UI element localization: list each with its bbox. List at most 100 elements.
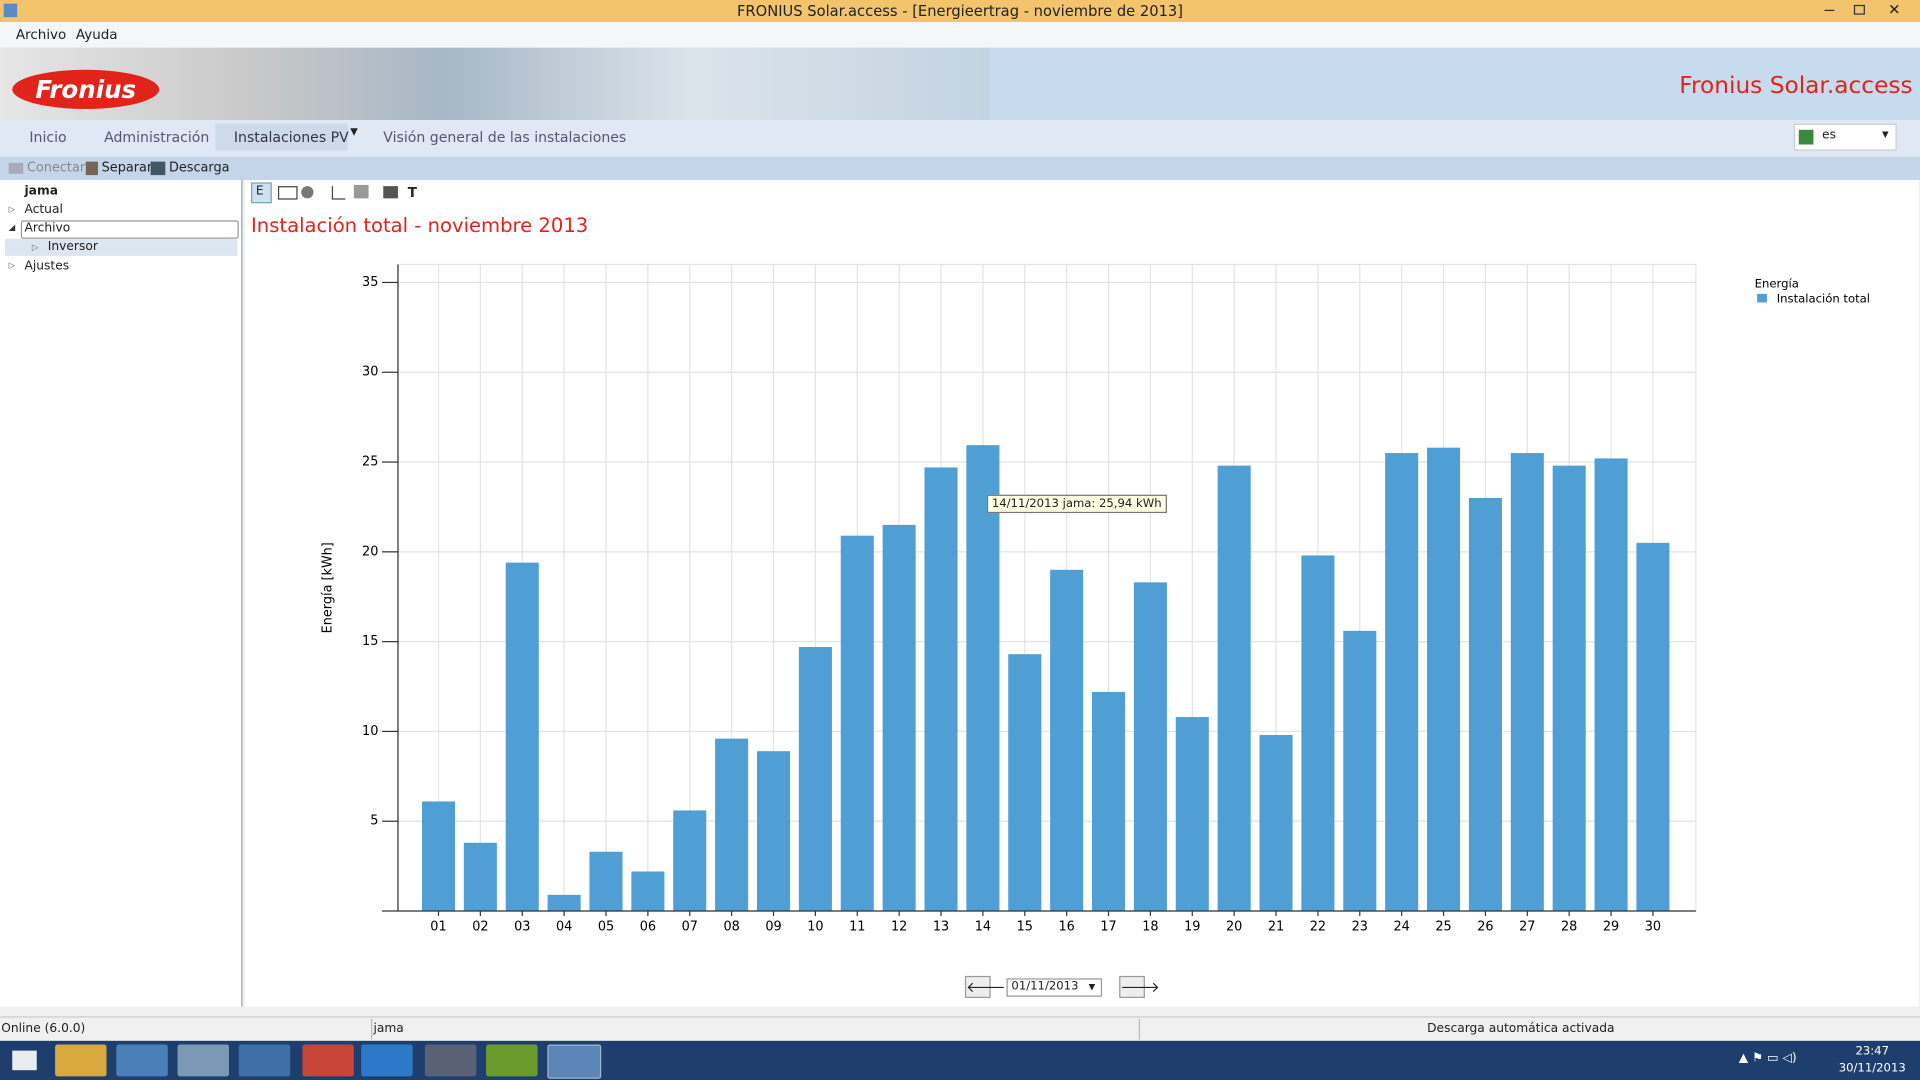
start-button[interactable] [12,1050,37,1071]
energy-button[interactable]: E [251,182,272,204]
tree-expander[interactable]: ▷ [8,260,16,271]
menu-item[interactable]: Archivo [15,26,67,43]
connect-icon [8,162,24,174]
close-button[interactable]: ✕ [1888,1,1901,19]
nav-tab[interactable]: Administración [104,128,210,146]
status-bar: Online (6.0.0) jama Descarga automática … [0,1016,1920,1043]
nav-bar: Inicio Administración Instalaciones PV ▼… [0,120,1920,157]
tree-item[interactable]: Ajustes [24,259,70,274]
x-tick-label: 12 [891,919,907,934]
bar [1468,497,1502,912]
y-tick-label: 30 [362,365,378,380]
taskbar-app[interactable] [302,1044,354,1077]
taskbar-app[interactable] [238,1044,291,1077]
bar [756,751,791,912]
x-tick-label: 25 [1435,919,1451,934]
bar [547,894,581,912]
download-button[interactable]: Descarga [168,160,230,176]
bar [631,871,665,912]
x-tick-label: 23 [1352,919,1368,934]
tree-item[interactable]: Archivo [24,221,71,236]
clock-time: 23:47 [1855,1044,1890,1058]
bar [505,562,539,912]
language-select[interactable]: es ▼ [1793,123,1897,151]
bar [1301,555,1335,912]
tree-expander[interactable]: ▷ [31,242,39,253]
title-bar: FRONIUS Solar.access - [Energieertrag - … [0,0,1920,23]
x-tick-label: 30 [1645,919,1661,934]
x-tick-label: 15 [1017,919,1033,934]
x-tick-label: 29 [1603,919,1619,934]
x-tick-label: 06 [640,919,656,934]
bar [1050,569,1084,912]
nav-tab[interactable]: Visión general de las instalaciones [383,128,627,146]
next-button[interactable]: 🡒 [1119,975,1160,998]
taskbar-app-active[interactable] [547,1044,602,1079]
menu-item[interactable]: Ayuda [75,26,118,43]
legend-label: Instalación total [1777,291,1870,305]
y-axis-label: Energía [kWh] [321,542,336,633]
x-tick-label: 14 [975,919,991,934]
nav-tab[interactable]: Instalaciones PV [233,128,349,146]
x-tick-label: 03 [514,919,530,934]
taskbar-app[interactable] [116,1044,168,1077]
download-icon [150,161,166,176]
x-tick-label: 21 [1268,919,1284,934]
restore-button[interactable] [1853,4,1865,15]
co2-button[interactable] [277,186,298,200]
bar [673,810,707,912]
x-tick-label: 27 [1519,919,1535,934]
kwp-button[interactable] [353,184,369,199]
content-panel: E T Instalación total - noviembre 2013 En… [244,180,1919,1007]
disconnect-button[interactable]: Separar [101,160,153,176]
nav-dropdown-arrow[interactable]: ▼ [350,126,358,138]
x-tick-label: 22 [1310,919,1326,934]
status-system: jama [373,1022,404,1036]
dropdown-arrow: ▼ [1882,129,1889,140]
bar [840,535,874,912]
tree-expander[interactable]: ◢ [8,222,16,233]
taskbar-app[interactable] [55,1044,107,1077]
connect-button[interactable]: Conectar [26,160,86,176]
nav-tab[interactable]: Inicio [29,128,67,146]
x-tick-label: 13 [933,919,949,934]
x-tick-label: 10 [807,919,823,934]
tree-root[interactable]: jama [24,184,58,199]
x-tick-label: 01 [430,919,446,934]
taskbar-app[interactable] [177,1044,229,1077]
app-icon [3,3,18,18]
dropdown-arrow: ▼ [1088,982,1096,992]
bar [1008,654,1042,912]
taskbar-app[interactable] [424,1044,477,1077]
x-tick-label: 08 [723,919,739,934]
tree-item[interactable]: Inversor [47,240,98,254]
tree-panel: jama ▷ Actual ◢ Archivo ▷ Inversor ▷ Aju… [0,180,243,1007]
tree-expander[interactable]: ▷ [8,204,16,215]
chart-title: Instalación total - noviembre 2013 [251,214,588,237]
bar [1510,453,1544,912]
brand-title: Fronius Solar.access [1679,72,1913,100]
previous-button[interactable]: 🡐 [964,975,1006,998]
y-tick-label: 15 [362,634,378,649]
bar [589,851,623,912]
tree-item[interactable]: Actual [24,203,63,217]
legend-swatch [1757,293,1767,303]
bar [1259,735,1293,912]
x-tick-label: 20 [1226,919,1242,934]
text-button[interactable]: T [407,184,417,201]
disconnect-icon [85,161,98,176]
minimize-button[interactable] [1824,9,1835,12]
zoom-button[interactable] [331,186,346,200]
language-value: es [1822,128,1836,143]
money-button[interactable] [301,186,314,199]
x-tick-label: 02 [472,919,488,934]
taskbar-app[interactable] [361,1044,413,1077]
taskbar-app[interactable] [486,1044,538,1077]
print-button[interactable] [383,186,398,199]
x-tick-label: 24 [1394,919,1410,934]
bar [882,524,916,912]
tray-icons[interactable]: ▲ ⚑ ▭ ◁) [1738,1051,1797,1066]
taskbar: ▲ ⚑ ▭ ◁) 23:47 30/11/2013 [0,1040,1920,1080]
date-picker[interactable]: 01/11/2013 ▼ [1006,978,1103,997]
